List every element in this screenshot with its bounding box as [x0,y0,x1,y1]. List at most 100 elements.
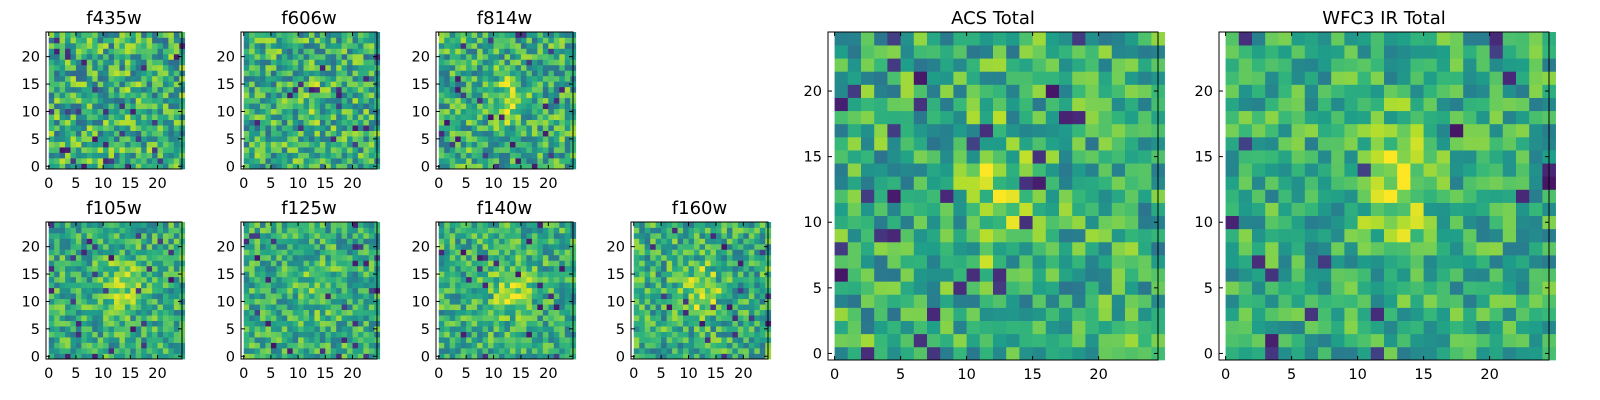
heatmap-cell [314,276,321,283]
heatmap-cell [526,320,533,327]
heatmap-cell [488,238,494,245]
heatmap-cell [993,176,1007,190]
heatmap-cell [146,348,153,354]
heatmap-cell [70,348,77,354]
heatmap-cell [655,243,662,250]
heatmap-cell [1019,163,1033,177]
heatmap-cell [363,64,370,71]
heatmap-cell [265,331,272,338]
heatmap-cell [292,163,299,170]
heatmap-cell [59,141,66,148]
heatmap-cell [287,315,294,321]
heatmap-cell [438,353,445,360]
y-tick-label: 10 [217,294,235,310]
heatmap-cell [54,32,60,38]
x-tick-label: 5 [462,176,471,192]
heatmap-cell [141,130,147,137]
heatmap-cell [65,348,71,354]
heatmap-cell [493,243,500,250]
heatmap-cell [173,152,180,159]
heatmap-cell [249,92,255,99]
y-tick-label: 5 [31,322,40,338]
heatmap-cell [157,260,164,267]
heatmap-cell [168,152,175,159]
heatmap-cell [119,287,126,294]
heatmap-cell [363,222,370,228]
heatmap-cell [108,53,115,60]
heatmap-cell [146,163,153,170]
heatmap-cell [114,64,120,71]
heatmap-cell [477,97,483,104]
heatmap-cell [119,108,126,115]
heatmap-cell [927,268,941,282]
heatmap-cell [466,337,472,343]
heatmap-cell [504,298,511,305]
heatmap-cell [114,293,120,300]
heatmap-cell [319,114,326,121]
heatmap-cell [130,238,137,245]
heatmap-cell [460,222,467,228]
heatmap-cell [130,70,137,77]
heatmap-cell [265,75,272,82]
heatmap-cell [699,320,706,327]
heatmap-cell [737,353,744,360]
heatmap-cell [548,125,555,131]
heatmap-cell [861,215,875,230]
heatmap-cell [276,114,283,121]
heatmap-cell [54,37,60,44]
y-tick-label: 20 [412,240,430,256]
heatmap-cell [130,293,137,300]
heatmap-cell [444,125,451,131]
heatmap-cell [1098,281,1113,295]
heatmap-cell [363,304,370,311]
heatmap-cell [1006,294,1020,308]
heatmap-cell [347,163,353,170]
heatmap-cell [152,125,158,131]
heatmap-cell [542,238,549,245]
heatmap-cell [265,342,272,349]
heatmap-cell [1032,255,1047,269]
heatmap-cell [54,342,60,349]
heatmap-cell [314,114,321,121]
heatmap-cell [114,232,120,239]
heatmap-cell [553,271,560,278]
heatmap-cell [732,348,739,354]
heatmap-cell [1111,241,1126,256]
heatmap-cell [270,103,277,110]
heatmap-cell [103,265,109,272]
heatmap-cell [515,37,522,44]
heatmap-cell [639,249,646,256]
heatmap-cell [759,260,766,267]
heatmap-cell [124,238,131,245]
heatmap-cell [759,348,766,354]
x-tick-label: 5 [71,176,80,192]
heatmap-cell [309,222,315,228]
heatmap-cell [466,238,472,245]
heatmap-cell [672,287,678,294]
heatmap-cell [515,260,522,267]
heatmap-cell [471,64,478,71]
heatmap-cell [477,309,483,316]
heatmap-cell [65,298,71,305]
heatmap-cell [243,163,250,170]
heatmap-cell [661,326,667,332]
heatmap-cell [265,254,272,261]
heatmap-cell [368,48,375,55]
heatmap-cell [162,136,169,142]
heatmap-cell [548,141,555,148]
heatmap-cell [444,75,451,82]
heatmap-cell [97,348,104,354]
heatmap-cell [265,37,272,44]
heatmap-cell [168,315,175,321]
axes-frame [240,31,378,170]
heatmap-cell [743,249,750,256]
heatmap-cell [537,114,544,121]
heatmap-cell [699,243,706,250]
heatmap-cell [504,238,511,245]
heatmap-cell [347,243,353,250]
heatmap-cell [721,298,728,305]
heatmap-cell [493,81,500,88]
heatmap-cell [721,227,728,234]
heatmap-cell [119,64,126,71]
heatmap-cell [114,114,120,121]
